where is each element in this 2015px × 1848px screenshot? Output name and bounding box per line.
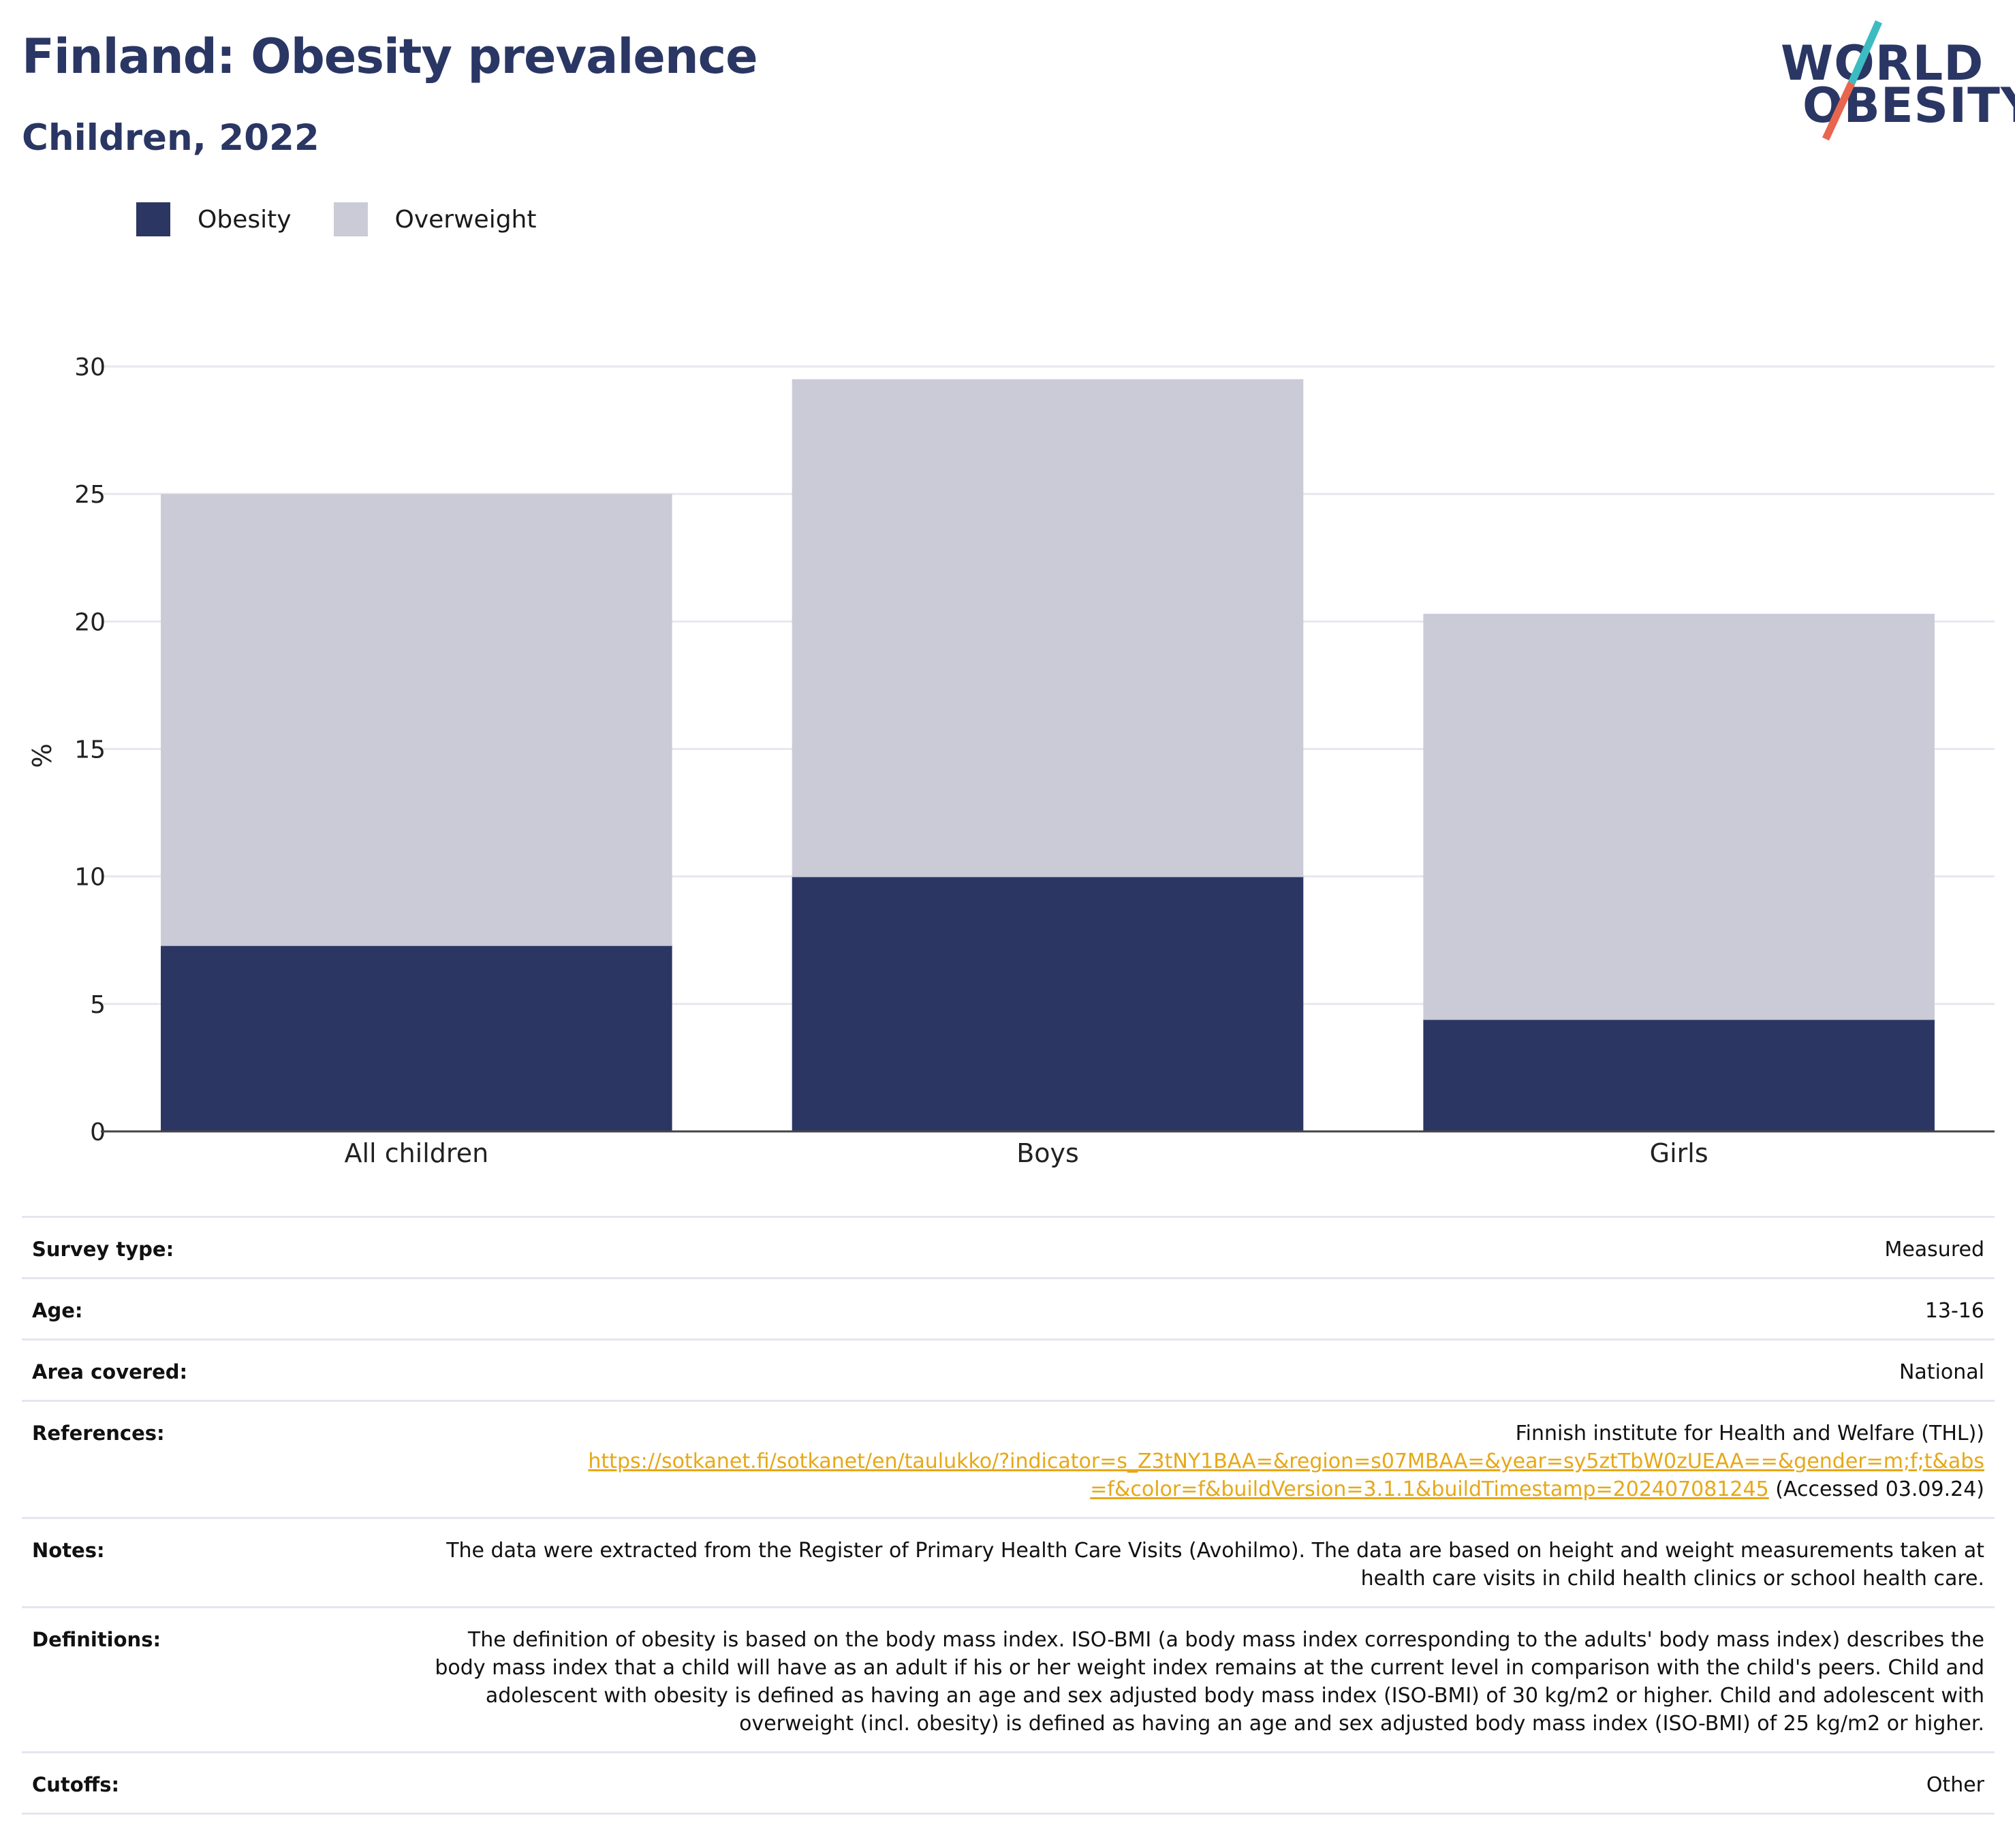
bar-obesity (792, 876, 1304, 1132)
y-tick-label: 5 (90, 991, 106, 1019)
legend-swatch-obesity (136, 202, 170, 236)
chart-title: Finland: Obesity prevalence (22, 29, 758, 84)
bar-obesity (1423, 1019, 1935, 1132)
info-label: Definitions: (32, 1628, 161, 1651)
info-row-references: References: Finnish institute for Health… (22, 1402, 1995, 1519)
info-row-age: Age: 13-16 (22, 1279, 1995, 1341)
info-value: Other (1926, 1773, 1984, 1797)
logo-slash-icon (1822, 20, 1883, 141)
reference-accessed: (Accessed 03.09.24) (1775, 1477, 1984, 1501)
info-label: Age: (32, 1299, 83, 1322)
info-row-survey-type: Survey type: Measured (22, 1218, 1995, 1279)
bar-overweight (1423, 614, 1935, 1020)
bar-overweight (792, 379, 1304, 877)
info-value: The data were extracted from the Registe… (446, 1539, 1984, 1591)
reference-link[interactable]: https://sotkanet.fi/sotkanet/en/taulukko… (588, 1450, 1984, 1473)
reference-source: Finnish institute for Health and Welfare… (1515, 1422, 1984, 1445)
info-label: References: (32, 1422, 165, 1445)
chart-legend: Obesity Overweight (136, 202, 578, 237)
info-value: 13-16 (1924, 1299, 1984, 1323)
legend-label-obesity: Obesity (198, 205, 292, 234)
info-value: The definition of obesity is based on th… (435, 1628, 1984, 1736)
logo-word-world: WORLD (1781, 35, 1984, 91)
y-tick-label: 30 (74, 354, 106, 381)
y-axis-label: % (27, 743, 57, 768)
y-tick-label: 25 (74, 481, 106, 509)
y-tick-label: 20 (74, 608, 106, 636)
world-obesity-logo: WORLD OBESITY (1771, 19, 2015, 148)
info-value: National (1899, 1360, 1984, 1384)
info-value: Measured (1884, 1238, 1984, 1262)
info-label: Survey type: (32, 1238, 174, 1261)
x-tick-label: Boys (1016, 1138, 1079, 1168)
info-value: Finnish institute for Health and Welfare… (588, 1420, 1984, 1503)
info-row-notes: Notes: The data were extracted from the … (22, 1519, 1995, 1608)
y-tick-label: 15 (74, 736, 106, 764)
stacked-bar-chart: 0 5 10 15 20 25 30% All children Boys Girls (27, 354, 1995, 1168)
info-row-cutoffs: Cutoffs: Other (22, 1753, 1995, 1815)
info-row-definitions: Definitions: The definition of obesity i… (22, 1608, 1995, 1753)
info-label: Area covered: (32, 1360, 188, 1383)
info-label: Cutoffs: (32, 1773, 120, 1796)
y-tick-label: 0 (90, 1118, 106, 1146)
y-tick-label: 10 (74, 864, 106, 892)
bar-overweight (161, 494, 672, 946)
x-tick-label: All children (345, 1138, 489, 1168)
chart-subtitle: Children, 2022 (22, 117, 319, 159)
legend-swatch-overweight (333, 202, 368, 236)
legend-label-overweight: Overweight (394, 205, 537, 234)
legend-item-obesity: Obesity (136, 202, 292, 236)
legend-item-overweight: Overweight (333, 202, 537, 236)
info-row-area-covered: Area covered: National (22, 1341, 1995, 1402)
x-tick-label: Girls (1650, 1138, 1708, 1168)
bar-obesity (161, 945, 672, 1132)
info-label: Notes: (32, 1539, 105, 1562)
survey-info-table: Survey type: Measured Age: 13-16 Area co… (22, 1216, 1995, 1815)
reference-link-continued[interactable]: =f&color=f&buildVersion=3.1.1&buildTimes… (1090, 1477, 1769, 1501)
